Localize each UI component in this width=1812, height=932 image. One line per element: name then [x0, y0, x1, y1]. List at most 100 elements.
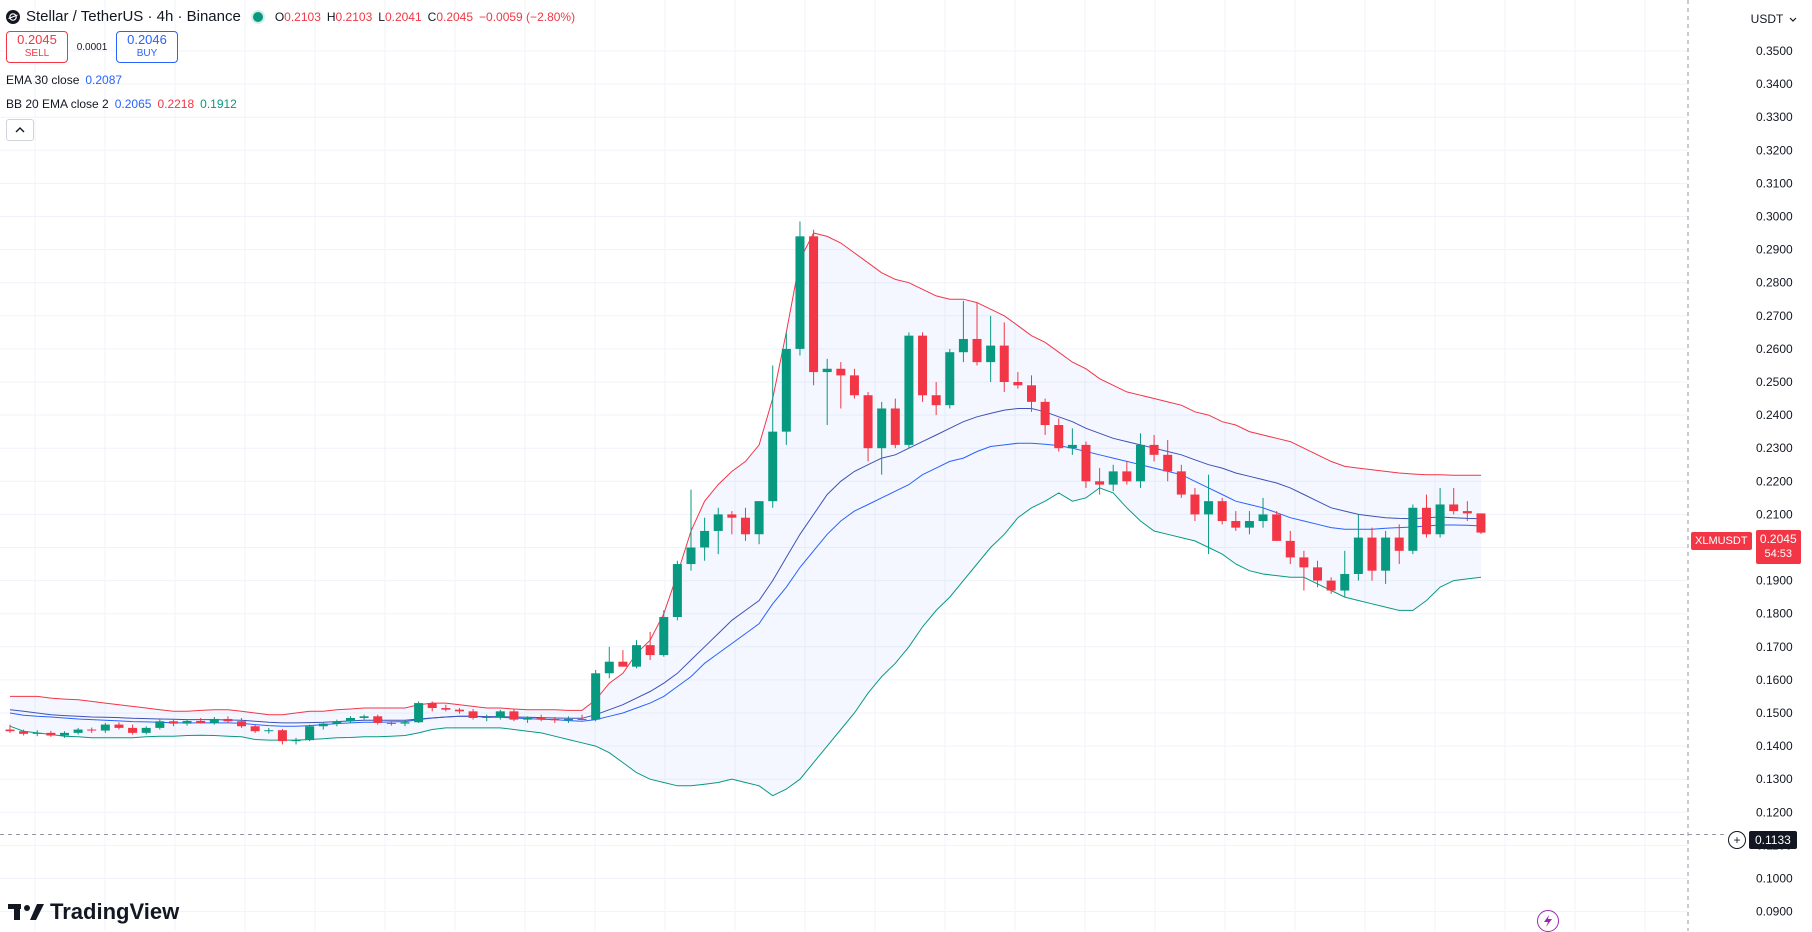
bb-name: BB 20 EMA close 2: [6, 97, 109, 111]
candle-body: [1244, 521, 1254, 528]
bb-upper-line: [10, 232, 1481, 716]
market-open-status-icon[interactable]: [250, 9, 265, 24]
price-tick-label: 0.1700: [1756, 640, 1793, 654]
currency-select-button[interactable]: USDT: [1747, 6, 1801, 32]
candle-body: [1381, 537, 1391, 571]
bb-lower-value: 0.1912: [200, 97, 237, 111]
candle-body: [291, 740, 301, 742]
candle-body: [740, 517, 750, 535]
candle-body: [264, 730, 274, 732]
candle-body: [591, 673, 601, 720]
candle-body: [999, 345, 1009, 382]
candle-body: [523, 717, 533, 720]
candle-body: [196, 720, 206, 723]
candle-body: [1190, 494, 1200, 515]
lightning-bolt-icon[interactable]: [1537, 910, 1559, 932]
price-tick-label: 0.1400: [1756, 739, 1793, 753]
price-tag-box: 0.2045 54:53: [1755, 530, 1801, 564]
bb-upper-value: 0.2218: [157, 97, 195, 111]
chevron-up-icon: [15, 127, 25, 133]
candle-body: [1095, 481, 1105, 485]
price-tick-label: 0.2300: [1756, 441, 1793, 455]
price-tick-label: 0.2500: [1756, 375, 1793, 389]
candle-body: [332, 721, 342, 724]
candle-body: [822, 368, 832, 373]
symbol-title[interactable]: Stellar / TetherUS · 4h · Binance: [26, 8, 241, 25]
chart-legend: Stellar / TetherUS · 4h · Binance O0.210…: [6, 8, 575, 141]
candle-body: [1353, 537, 1363, 574]
candle-body: [1040, 401, 1050, 426]
sell-button[interactable]: 0.2045 SELL: [6, 31, 68, 63]
chart-grid: [0, 0, 1688, 931]
tradingview-logo[interactable]: TradingView: [8, 899, 179, 925]
candle-body: [618, 661, 628, 667]
candle-body: [427, 703, 437, 709]
candle-body: [155, 721, 165, 728]
candle-body: [686, 547, 696, 565]
sell-label: SELL: [24, 48, 50, 59]
candle-body: [809, 236, 819, 373]
candle-body: [318, 723, 328, 727]
price-tick-label: 0.2700: [1756, 309, 1793, 323]
candle-body: [768, 431, 778, 502]
candle-body: [509, 711, 519, 720]
spread-value: 0.0001: [76, 41, 108, 53]
candle-body: [73, 729, 83, 733]
price-axis[interactable]: 0.3500 0.3400 0.3300 0.3200 0.3100 0.3000 0.29…: [1756, 44, 1793, 919]
close-label: C: [427, 9, 437, 24]
change-value: −0.0059 (−2.80%): [479, 9, 576, 24]
buy-button[interactable]: 0.2046 BUY: [116, 31, 178, 63]
candle-body: [1408, 507, 1418, 551]
candle-body: [1122, 471, 1132, 482]
add-alert-plus-icon[interactable]: +: [1728, 831, 1746, 849]
candle-body: [700, 530, 710, 548]
candle-body: [986, 345, 996, 363]
symbol-row: Stellar / TetherUS · 4h · Binance O0.210…: [6, 8, 575, 25]
candle-body: [1163, 454, 1173, 472]
ema-indicator-legend[interactable]: EMA 30 close 0.2087: [6, 73, 575, 87]
candle-body: [781, 348, 791, 432]
price-tick-label: 0.2800: [1756, 276, 1793, 290]
candle-body: [482, 716, 492, 718]
candle-body: [5, 729, 15, 732]
price-tick-label: 0.2400: [1756, 408, 1793, 422]
price-tick-label: 0.1600: [1756, 673, 1793, 687]
price-tick-label: 0.1800: [1756, 607, 1793, 621]
last-price-tag: XLMUSDT 0.2045 54:53: [1691, 530, 1801, 564]
collapse-legend-button[interactable]: [6, 119, 34, 141]
price-tick-label: 0.2600: [1756, 342, 1793, 356]
candle-body: [577, 718, 587, 720]
bb-indicator-legend[interactable]: BB 20 EMA close 2 0.2065 0.2218 0.1912: [6, 97, 575, 111]
candle-body: [441, 708, 451, 710]
candle-body: [1449, 504, 1459, 512]
candle-body: [645, 645, 655, 656]
candle-body: [1394, 537, 1404, 551]
candle-body: [1081, 444, 1091, 482]
candle-body: [1272, 514, 1282, 541]
candle-body: [563, 718, 573, 721]
price-tag-symbol: XLMUSDT: [1691, 532, 1752, 550]
candle-body: [918, 335, 928, 396]
candle-body: [168, 721, 178, 724]
candle-body: [550, 718, 560, 721]
candle-body: [890, 408, 900, 445]
candle-body: [1367, 537, 1377, 571]
candle-body: [100, 724, 110, 731]
candle-body: [305, 726, 315, 741]
candle-body: [373, 716, 383, 723]
trade-row: 0.2045 SELL 0.0001 0.2046 BUY: [6, 31, 575, 63]
buy-label: BUY: [136, 48, 158, 59]
candle-body: [277, 730, 287, 742]
candle-body: [1285, 540, 1295, 558]
candle-body: [114, 724, 124, 728]
candle-body: [1067, 444, 1077, 449]
tradingview-logo-text: TradingView: [50, 899, 180, 924]
candle-body: [1340, 573, 1350, 591]
candle-body: [346, 717, 355, 722]
candle-body: [931, 395, 941, 406]
price-tick-label: 0.3000: [1756, 210, 1793, 224]
candle-body: [386, 722, 396, 724]
price-tick-label: 0.1500: [1756, 706, 1793, 720]
bb-lower-line: [9, 487, 1482, 797]
